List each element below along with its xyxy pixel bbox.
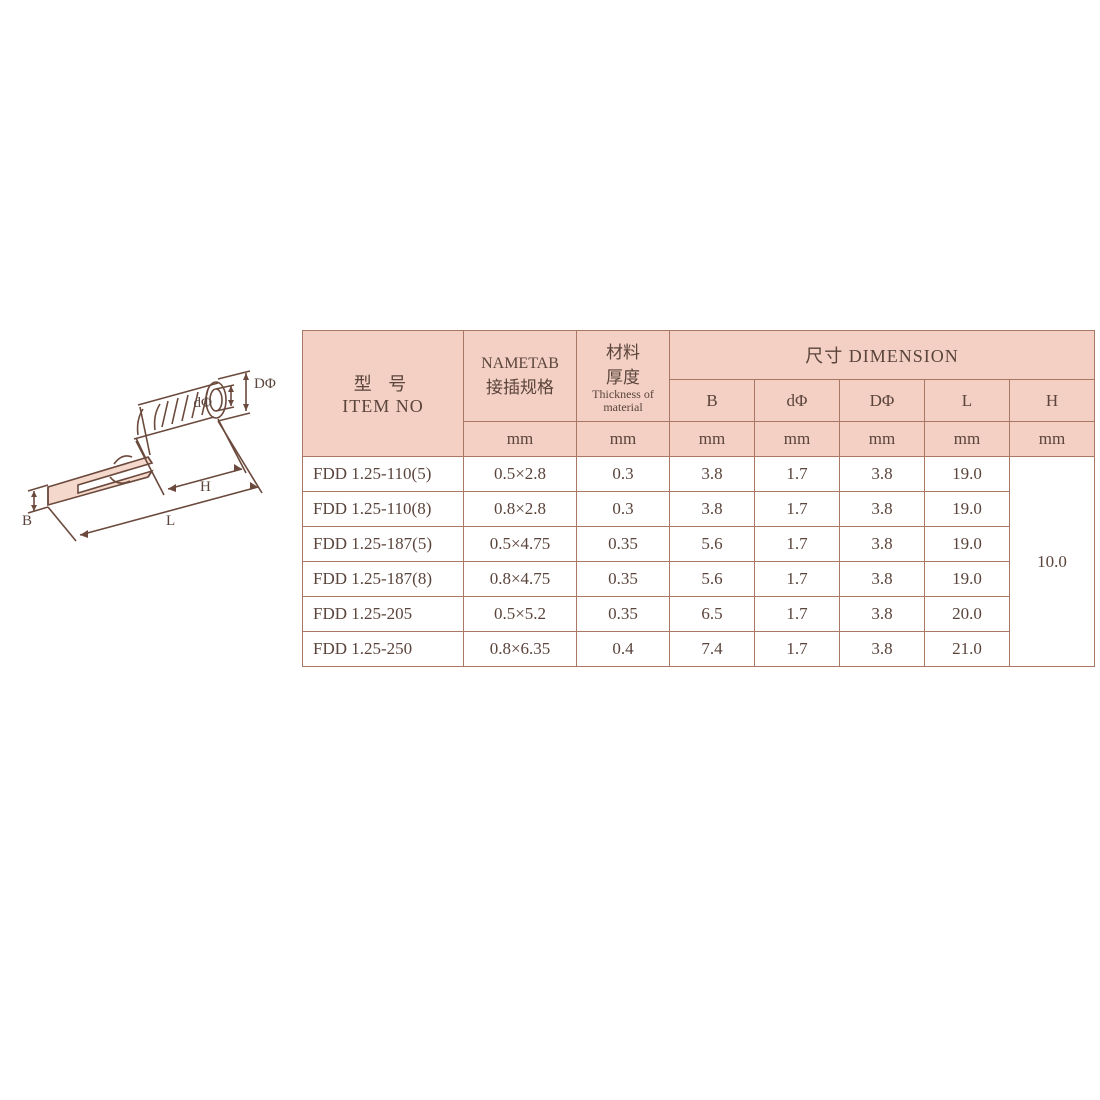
terminal-diagram: DΦ dΦ H: [0, 330, 298, 565]
table-row: FDD 1.25-250 0.8×6.35 0.4 7.4 1.7 3.8 21…: [303, 632, 1095, 667]
hdr-H: H: [1010, 380, 1095, 422]
spec-table-wrap: 型 号 ITEM NO NAMETAB 接插规格 材料厚度 Thickness …: [302, 330, 1095, 667]
label-Dphi: DΦ: [254, 376, 276, 392]
unit-L: mm: [925, 422, 1010, 457]
hdr-item: 型 号 ITEM NO: [303, 331, 464, 457]
cell-H-merged: 10.0: [1010, 457, 1095, 667]
table-row: FDD 1.25-110(5) 0.5×2.8 0.3 3.8 1.7 3.8 …: [303, 457, 1095, 492]
unit-dphi: mm: [755, 422, 840, 457]
label-dphi: dΦ: [194, 395, 213, 411]
table-row: FDD 1.25-110(8) 0.8×2.8 0.3 3.8 1.7 3.8 …: [303, 492, 1095, 527]
table-row: FDD 1.25-187(8) 0.8×4.75 0.35 5.6 1.7 3.…: [303, 562, 1095, 597]
table-body: FDD 1.25-110(5) 0.5×2.8 0.3 3.8 1.7 3.8 …: [303, 457, 1095, 667]
unit-thk: mm: [577, 422, 670, 457]
unit-H: mm: [1010, 422, 1095, 457]
hdr-Dphi: DΦ: [840, 380, 925, 422]
hdr-B: B: [670, 380, 755, 422]
hdr-thickness-cn: 材料厚度: [583, 338, 663, 388]
table-row: FDD 1.25-205 0.5×5.2 0.35 6.5 1.7 3.8 20…: [303, 597, 1095, 632]
hdr-thickness: 材料厚度 Thickness of material: [577, 331, 670, 422]
hdr-dphi: dΦ: [755, 380, 840, 422]
label-B: B: [22, 513, 32, 529]
diagram-svg: DΦ dΦ H: [18, 365, 278, 565]
unit-B: mm: [670, 422, 755, 457]
label-H: H: [200, 479, 211, 495]
spec-table: 型 号 ITEM NO NAMETAB 接插规格 材料厚度 Thickness …: [302, 330, 1095, 667]
content-row: DΦ dΦ H: [0, 330, 1100, 667]
table-row: FDD 1.25-187(5) 0.5×4.75 0.35 5.6 1.7 3.…: [303, 527, 1095, 562]
hdr-L: L: [925, 380, 1010, 422]
page: DΦ dΦ H: [0, 0, 1100, 1100]
unit-Dphi: mm: [840, 422, 925, 457]
hdr-nametab: NAMETAB 接插规格: [464, 331, 577, 422]
table-header: 型 号 ITEM NO NAMETAB 接插规格 材料厚度 Thickness …: [303, 331, 1095, 457]
hdr-dimension: 尺寸 DIMENSION: [670, 331, 1095, 380]
label-L: L: [166, 513, 175, 529]
unit-tab: mm: [464, 422, 577, 457]
